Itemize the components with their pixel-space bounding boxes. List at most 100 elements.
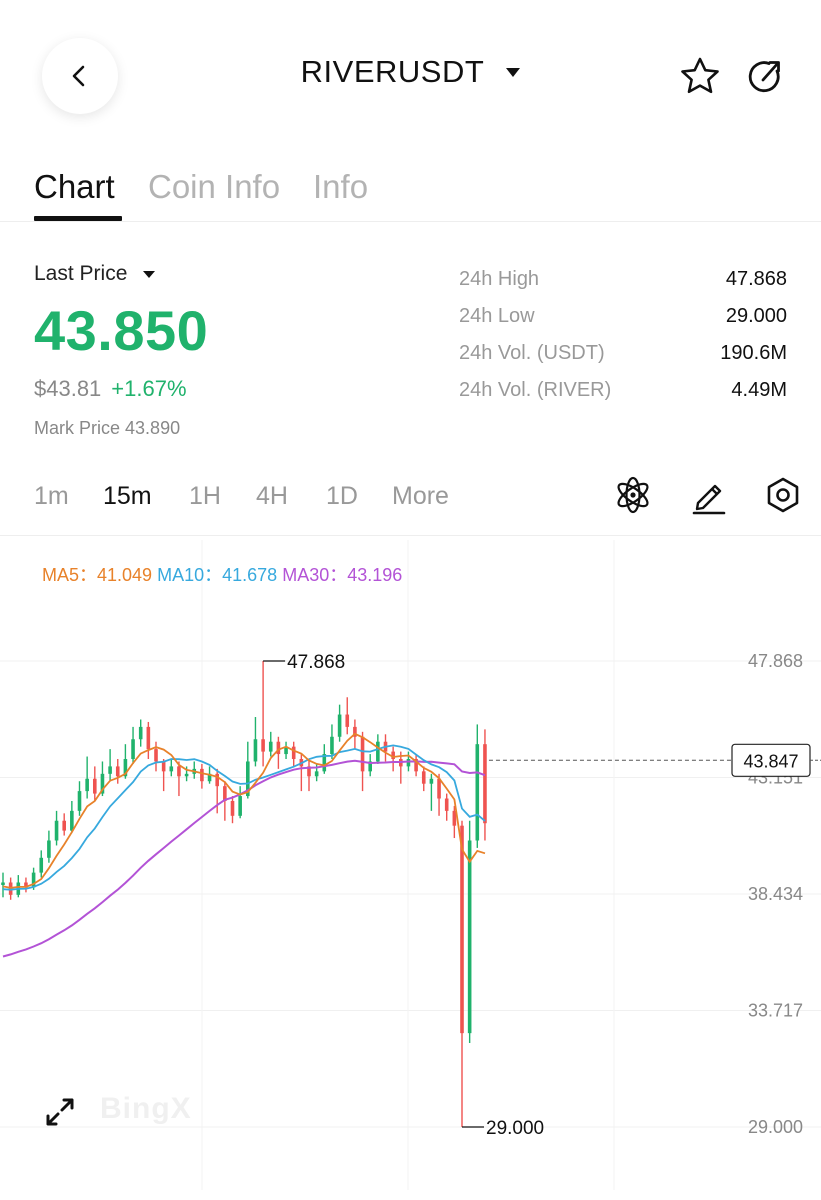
last-price-label[interactable]: Last Price <box>34 262 128 285</box>
candle-body <box>100 773 105 794</box>
stat-row: 24h Vol. (USDT) 190.6M <box>459 342 789 379</box>
stat-value: 47.868 <box>725 268 787 290</box>
ma10-value: 41.678 <box>222 565 278 585</box>
mark-price-value: 43.890 <box>125 418 181 438</box>
candle-body <box>429 778 434 784</box>
candle-body <box>39 857 44 873</box>
symbol-selector[interactable]: RIVERUSDT <box>0 54 821 90</box>
last-price-selector[interactable]: Last Price <box>34 262 156 286</box>
usd-price: $43.81 <box>34 376 102 401</box>
ma30-value: 43.196 <box>347 565 403 585</box>
stat-row: 24h High 47.868 <box>459 268 789 305</box>
candle-body <box>207 773 212 782</box>
ma5-label: MA5： <box>42 565 98 585</box>
ma10-line <box>2 744 486 891</box>
candle-body <box>146 726 151 750</box>
mark-price-line: Mark Price 43.890 <box>34 418 180 439</box>
candle-body <box>291 746 296 760</box>
caret-down-icon[interactable] <box>143 270 156 278</box>
candle-body <box>161 761 166 772</box>
y-tick-label: 47.868 <box>748 651 803 671</box>
candle-body <box>475 744 480 841</box>
share-icon[interactable] <box>744 55 788 99</box>
candle-body <box>414 759 418 772</box>
candle-body <box>177 766 181 777</box>
candle-body <box>131 739 135 760</box>
hexagon-settings-icon[interactable] <box>762 474 804 516</box>
tab-coin-info[interactable]: Coin Info <box>148 168 281 205</box>
top-bar: RIVERUSDT <box>0 0 821 150</box>
tab-info[interactable]: Info <box>313 168 369 205</box>
candle-body <box>345 714 350 727</box>
caret-down-icon[interactable] <box>506 68 521 77</box>
favorite-star-icon[interactable] <box>678 55 722 99</box>
candle-body <box>314 771 319 777</box>
candle-body <box>460 825 464 1034</box>
candle-body <box>85 778 89 792</box>
candle-body <box>154 749 158 762</box>
candle-body <box>268 741 273 752</box>
fullscreen-expand-icon[interactable] <box>40 1092 80 1132</box>
back-button[interactable] <box>42 38 118 114</box>
high-marker-label: 47.868 <box>287 652 345 673</box>
page-title[interactable]: RIVERUSDT <box>300 54 485 89</box>
stat-label: 24h Vol. (RIVER) <box>459 379 612 401</box>
page-tabs: Chart Coin Info Info <box>0 150 821 222</box>
candle-body <box>421 771 426 784</box>
candle-body <box>115 766 120 777</box>
ma30-label: MA30： <box>282 565 348 585</box>
candle-body <box>77 791 82 811</box>
candle-body <box>138 726 143 740</box>
candle-body <box>391 751 395 760</box>
candle-body <box>93 778 97 794</box>
candle-body <box>54 820 59 841</box>
ma5-line <box>2 732 486 889</box>
candle-body <box>184 773 189 777</box>
candle-body <box>376 741 380 762</box>
interval-bar: 1m 15m 1H 4H 1D More <box>0 470 821 536</box>
interval-15m[interactable]: 15m <box>103 482 152 510</box>
stat-label: 24h High <box>459 268 540 290</box>
candle-body <box>238 796 242 816</box>
current-price-tag: 43.847 <box>743 751 798 771</box>
candle-body <box>169 766 174 772</box>
tab-chart[interactable]: Chart <box>34 168 115 205</box>
candlestick-chart[interactable]: 47.86829.00047.86843.15138.43433.71729.0… <box>0 540 821 1190</box>
interval-1m[interactable]: 1m <box>34 482 69 510</box>
interval-4h[interactable]: 4H <box>256 482 288 510</box>
back-arrow-icon <box>72 65 85 87</box>
candle-body <box>24 882 28 888</box>
candle-body <box>284 746 288 755</box>
low-marker-label: 29.000 <box>486 1118 544 1139</box>
candle-body <box>276 741 281 755</box>
interval-1h[interactable]: 1H <box>189 482 221 510</box>
watermark: BingX <box>100 1092 192 1125</box>
candle-body <box>246 761 250 797</box>
candle-body <box>368 761 372 772</box>
stat-row: 24h Low 29.000 <box>459 305 789 342</box>
candle-body <box>215 773 219 787</box>
candle-body <box>123 759 128 777</box>
candle-body <box>230 800 235 816</box>
candle-body <box>444 798 449 811</box>
price-change: +1.67% <box>111 376 187 401</box>
ma10-label: MA10： <box>157 565 223 585</box>
stat-label: 24h Vol. (USDT) <box>459 342 605 364</box>
candle-body <box>483 744 487 824</box>
candle-body <box>330 736 334 755</box>
candle-body <box>360 736 365 772</box>
stats-panel: 24h High 47.868 24h Low 29.000 24h Vol. … <box>459 268 789 416</box>
candle-body <box>223 786 227 801</box>
interval-more[interactable]: More <box>392 482 449 510</box>
stat-row: 24h Vol. (RIVER) 4.49M <box>459 379 789 416</box>
atom-indicator-icon[interactable] <box>612 474 654 516</box>
ma30-line <box>2 759 486 958</box>
candle-body <box>261 739 265 752</box>
y-tick-label: 33.717 <box>748 1001 803 1021</box>
interval-1d[interactable]: 1D <box>326 482 358 510</box>
candle-body <box>31 872 36 888</box>
usd-price-line: $43.81 +1.67% <box>34 376 187 402</box>
stat-value: 29.000 <box>725 305 787 327</box>
pencil-draw-icon[interactable] <box>688 474 730 516</box>
candle-body <box>70 810 74 831</box>
